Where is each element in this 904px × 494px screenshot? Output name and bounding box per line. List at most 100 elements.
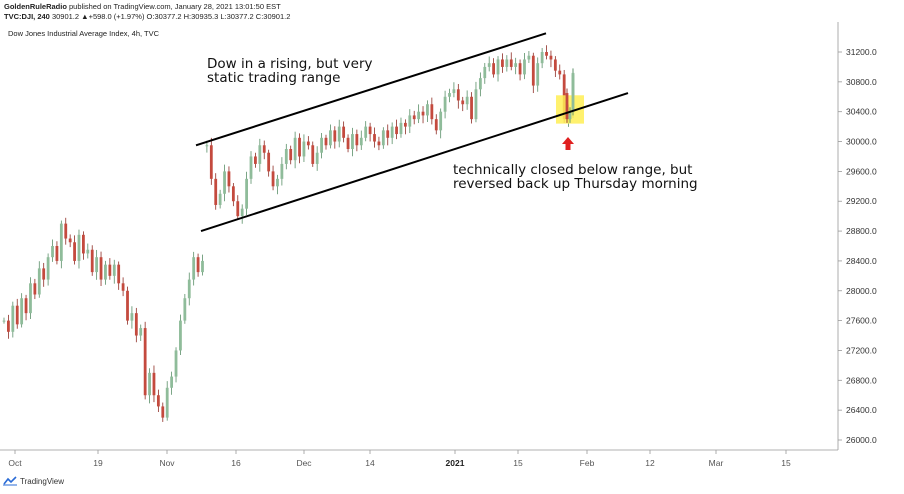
candle-body [95, 257, 99, 273]
candle-body [161, 406, 165, 418]
candle-body [329, 130, 332, 146]
candle-body [465, 96, 469, 105]
candle-body [412, 115, 416, 120]
candle-body [2, 320, 6, 322]
candle-body [302, 141, 306, 157]
candle-body [355, 134, 359, 146]
candle-body [152, 372, 156, 396]
y-tick-label: 27600.0 [846, 316, 877, 326]
candle-body [165, 387, 169, 418]
y-tick-label: 26000.0 [846, 435, 877, 445]
candle-body [134, 313, 138, 336]
quote-line: TVC:DJI, 240 30901.2 ▲+598.0 (+1.97%) O:… [4, 12, 290, 21]
publisher-name: GoldenRuleRadio [4, 2, 67, 11]
candle-body [359, 137, 363, 146]
candle-body [364, 126, 368, 138]
candle-body [183, 298, 187, 321]
candle-body [565, 93, 569, 120]
candle-body [205, 145, 209, 147]
candle-body [470, 96, 473, 120]
candle-body [223, 171, 226, 194]
candle-body [390, 126, 394, 138]
y-tick-label: 28000.0 [846, 286, 877, 296]
candle-body [156, 395, 160, 407]
y-tick-label: 28400.0 [846, 256, 877, 266]
candle-body [187, 279, 191, 299]
annotation-text: reversed back up Thursday morning [453, 176, 698, 192]
candle-body [64, 223, 68, 239]
candle-body [77, 234, 81, 261]
annotation-text: Dow in a rising, but very [207, 56, 373, 72]
candle-body [73, 242, 76, 261]
candle-body [381, 130, 385, 146]
candle-body [368, 126, 372, 135]
candle-body [342, 126, 346, 138]
candle-body [395, 126, 398, 135]
candle-body [42, 268, 46, 280]
candle-body [59, 223, 63, 261]
tradingview-brand: TradingView [20, 476, 65, 486]
candle-body [81, 234, 85, 254]
candle-body [86, 249, 90, 254]
candle-body [483, 66, 487, 79]
candle-body [434, 119, 438, 131]
candle-body [254, 156, 257, 164]
candle-body [320, 137, 323, 153]
candle-body [474, 89, 478, 120]
y-tick-label: 29600.0 [846, 166, 877, 176]
x-tick-label: Nov [159, 458, 175, 468]
y-tick-label: 30400.0 [846, 107, 877, 117]
candle-body [37, 268, 41, 295]
candle-body [293, 137, 297, 161]
candle-body [523, 59, 526, 75]
tradingview-logo-icon [3, 476, 17, 486]
candle-body [245, 178, 248, 209]
candle-body [448, 93, 451, 97]
candle-body [324, 137, 328, 146]
candle-body [456, 89, 460, 101]
publish-info: GoldenRuleRadio published on TradingView… [4, 2, 281, 11]
candle-body [214, 178, 218, 205]
candle-body [346, 137, 350, 149]
candle-body [46, 257, 50, 280]
candle-body [501, 59, 504, 67]
candle-body [90, 249, 94, 273]
candle-body [139, 328, 143, 336]
candle-body [452, 89, 456, 94]
candle-body [403, 122, 407, 127]
x-tick-label: 14 [365, 458, 375, 468]
candle-body [373, 134, 376, 142]
candle-body [430, 104, 434, 120]
candle-body [262, 145, 266, 153]
candle-body [55, 246, 59, 261]
candle-body [15, 305, 19, 325]
candle-body [531, 55, 535, 86]
candle-body [280, 163, 284, 179]
candle-body [553, 59, 557, 71]
candle-body [51, 246, 54, 258]
y-tick-label: 26400.0 [846, 405, 877, 415]
candle-body [7, 320, 10, 332]
candle-body [514, 63, 518, 67]
candle-body [24, 298, 28, 314]
candle-body [568, 111, 572, 120]
candle-body [333, 130, 337, 142]
candle-body [439, 111, 443, 131]
candle-body [289, 149, 293, 161]
candle-body [337, 126, 341, 142]
candle-body [236, 201, 240, 217]
candle-body [505, 59, 509, 67]
y-tick-label: 26800.0 [846, 375, 877, 385]
candle-body [487, 63, 491, 67]
candle-body [196, 257, 200, 273]
tradingview-footer[interactable]: TradingView [3, 476, 64, 486]
candle-body [478, 78, 482, 90]
candle-body [126, 290, 129, 321]
candle-body [315, 152, 319, 164]
candle-body [68, 238, 72, 243]
candle-body [29, 283, 32, 314]
candle-body [99, 257, 103, 280]
x-tick-label: Mar [709, 458, 724, 468]
y-tick-label: 28800.0 [846, 226, 877, 236]
